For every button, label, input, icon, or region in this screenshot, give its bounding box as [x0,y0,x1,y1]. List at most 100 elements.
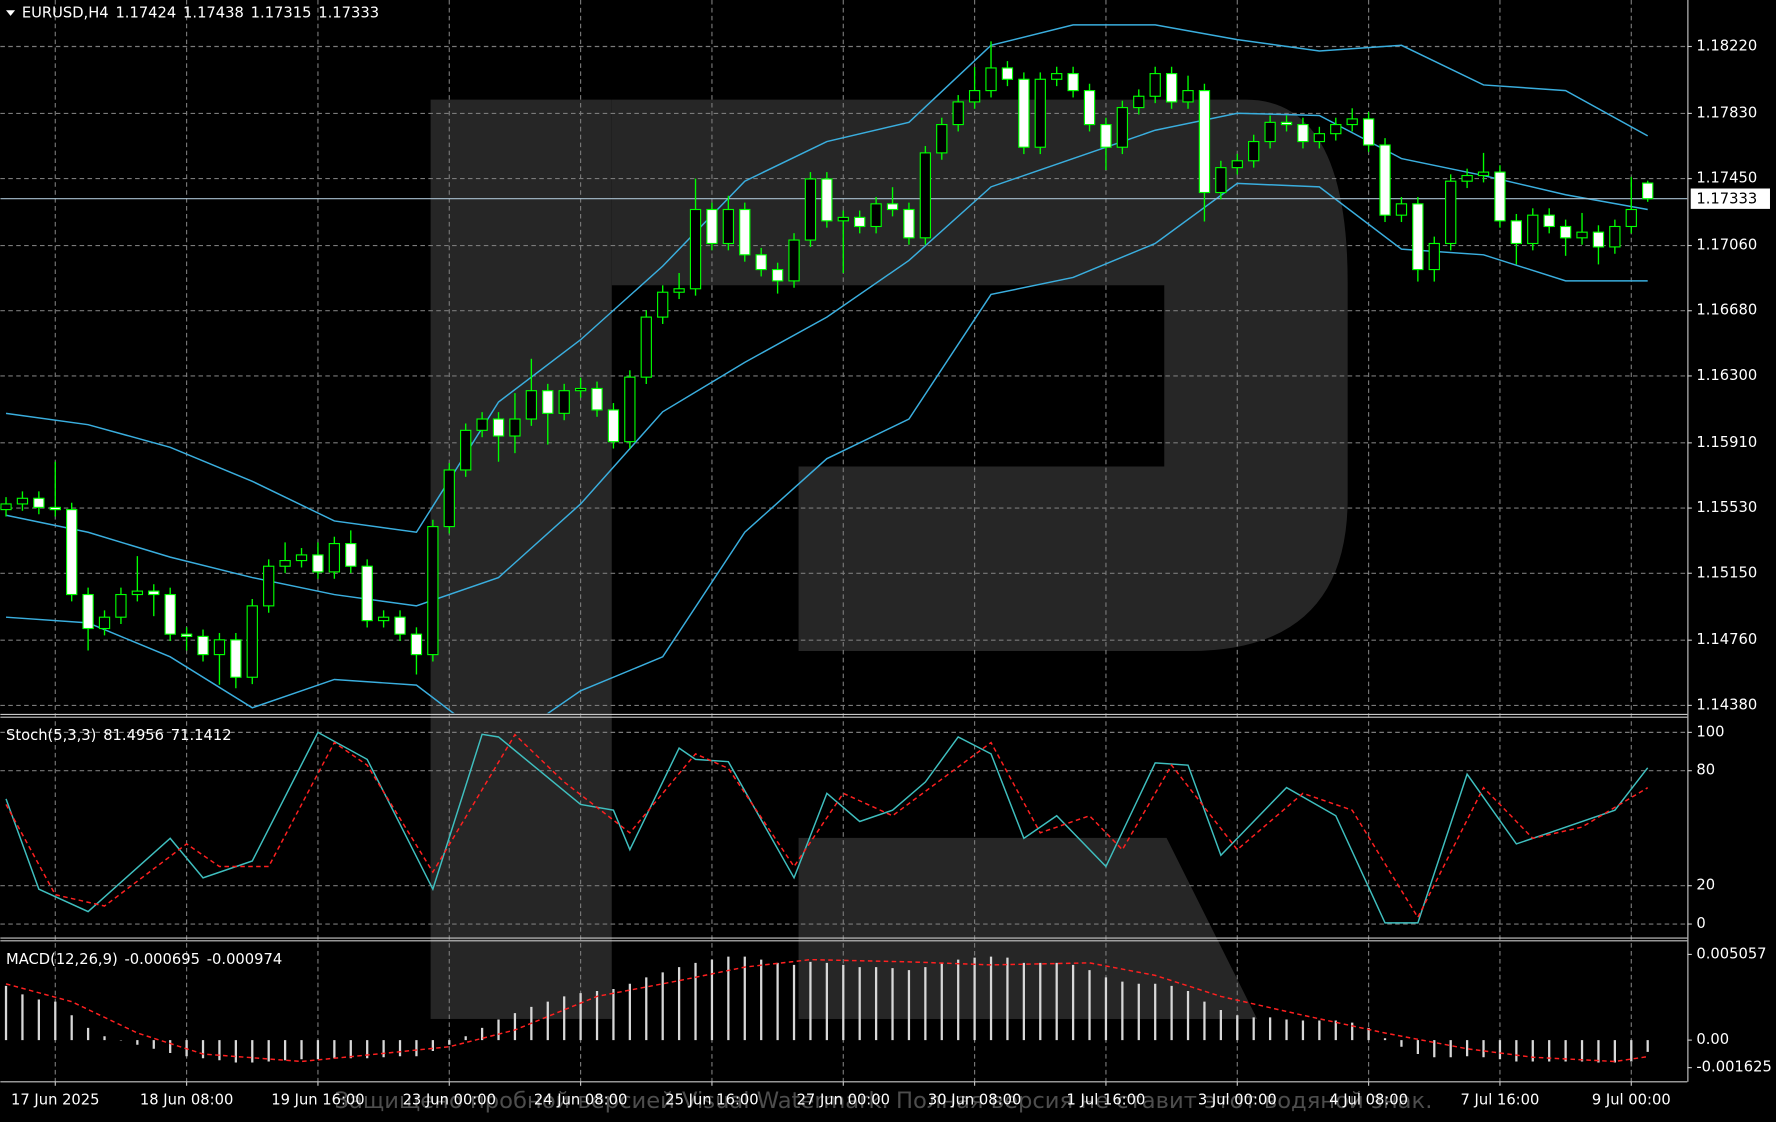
candle-body [1297,124,1309,143]
candle-body [509,418,521,437]
candle-body [1330,124,1342,135]
candle-body [1395,203,1408,216]
candle-body [1543,214,1555,228]
candle-body [919,152,932,239]
current-price-label: 1.17333 [1696,190,1757,207]
y-tick-label: 0.005057 [1696,945,1766,962]
stoch-value: 81.4956 [103,727,164,744]
menu-arrow [6,10,16,16]
candle-body [689,208,702,290]
candle-body [1576,231,1588,239]
grid-layer [0,0,1692,1086]
candle-body [164,593,176,635]
candle-body [295,554,308,562]
y-tick-label: 20 [1696,877,1715,894]
candle-body [804,178,817,241]
candle-body [1494,171,1506,222]
candle-body [427,526,439,656]
candle-body [1034,78,1046,148]
candle-body [673,288,685,293]
candle-body [148,590,160,596]
candle-body [706,208,718,245]
macd-plot [4,956,1649,1063]
y-tick-label: 1.14380 [1696,696,1757,713]
candle-body [0,503,12,511]
x-tick-label: 18 Jun 08:00 [140,1091,233,1108]
candle-body [1313,133,1326,143]
price-header: EURUSD,H4 1.17424 1.17438 1.17315 1.17333 [22,5,379,22]
logo-leg [798,837,1258,1019]
candle-body [1527,214,1539,245]
candle-body [1083,90,1096,126]
bollinger-upper [5,24,1649,534]
stoch-value: 71.1412 [171,727,232,744]
candle-body [1165,73,1178,103]
candle-body [591,387,603,411]
candle-body [952,101,964,126]
text-layer: EURUSD,H4 1.17424 1.17438 1.17315 1.17333 St… [6,5,1772,1114]
x-tick-label: 19 Jun 16:00 [271,1091,364,1108]
candle-body [722,208,735,245]
candle-body [328,543,341,573]
candle-body [1642,182,1654,200]
candle-body [361,565,373,622]
candle-body [968,90,981,103]
stoch-title: Stoch(5,3,3) [6,727,96,744]
macd-title: MACD(12,26,9) [6,951,118,968]
candle-body [98,616,111,630]
candle-body [936,124,948,154]
candle-body [574,387,587,392]
candle-body [1461,174,1473,182]
candle-body [1182,90,1194,103]
y-tick-label: -0.001625 [1696,1059,1771,1076]
candle-body [1625,208,1637,228]
candle-body [180,633,193,637]
candle-body [1067,73,1079,92]
candle-body [837,216,849,222]
candle-body [1198,90,1211,194]
candle-body [1231,160,1243,169]
x-tick-label: 24 Jun 08:00 [534,1091,627,1108]
candle-body [525,390,538,420]
candle-body [1001,67,1014,80]
current-price-box [1690,188,1770,209]
candle-body [1592,231,1605,248]
candle-body [854,216,866,228]
x-tick-label: 25 Jun 16:00 [665,1091,758,1108]
stoch-plot [5,731,1649,924]
price-plot [0,24,1688,714]
candle-body [755,254,767,271]
candle-body [197,635,209,656]
logo-stem [430,99,612,1019]
x-tick-label: 9 Jul 00:00 [1592,1091,1671,1108]
candle-body [492,418,505,437]
candle-body [1149,73,1161,97]
stoch-line [5,731,1649,924]
candle-body [542,390,554,414]
stoch-header: Stoch(5,3,3) 81.4956 71.1412 [6,727,232,744]
y-tick-label: 1.15910 [1696,434,1757,451]
candle-body [230,639,242,678]
candle-body [821,178,833,222]
y-tick-label: 100 [1696,723,1724,740]
candle-body [624,376,636,443]
candle-body [739,208,751,256]
candle-body [246,605,258,678]
candle-body [886,203,899,211]
y-tick-label: 0 [1696,915,1705,932]
candle-body [1264,121,1276,143]
bollinger-lower [5,182,1648,714]
candle-body [1609,225,1621,248]
y-tick-label: 80 [1696,762,1715,779]
y-tick-label: 1.18220 [1696,37,1757,54]
stoch-line [5,733,1649,919]
symbol: EURUSD,H4 [22,5,109,22]
x-tick-label: 3 Jul 00:00 [1198,1091,1277,1108]
candle-body [1100,124,1112,148]
candle-body [476,418,488,431]
candle-body [115,593,127,618]
candle-body [1280,121,1293,126]
x-tick-label: 27 Jun 00:00 [797,1091,890,1108]
candle-body [131,590,144,596]
